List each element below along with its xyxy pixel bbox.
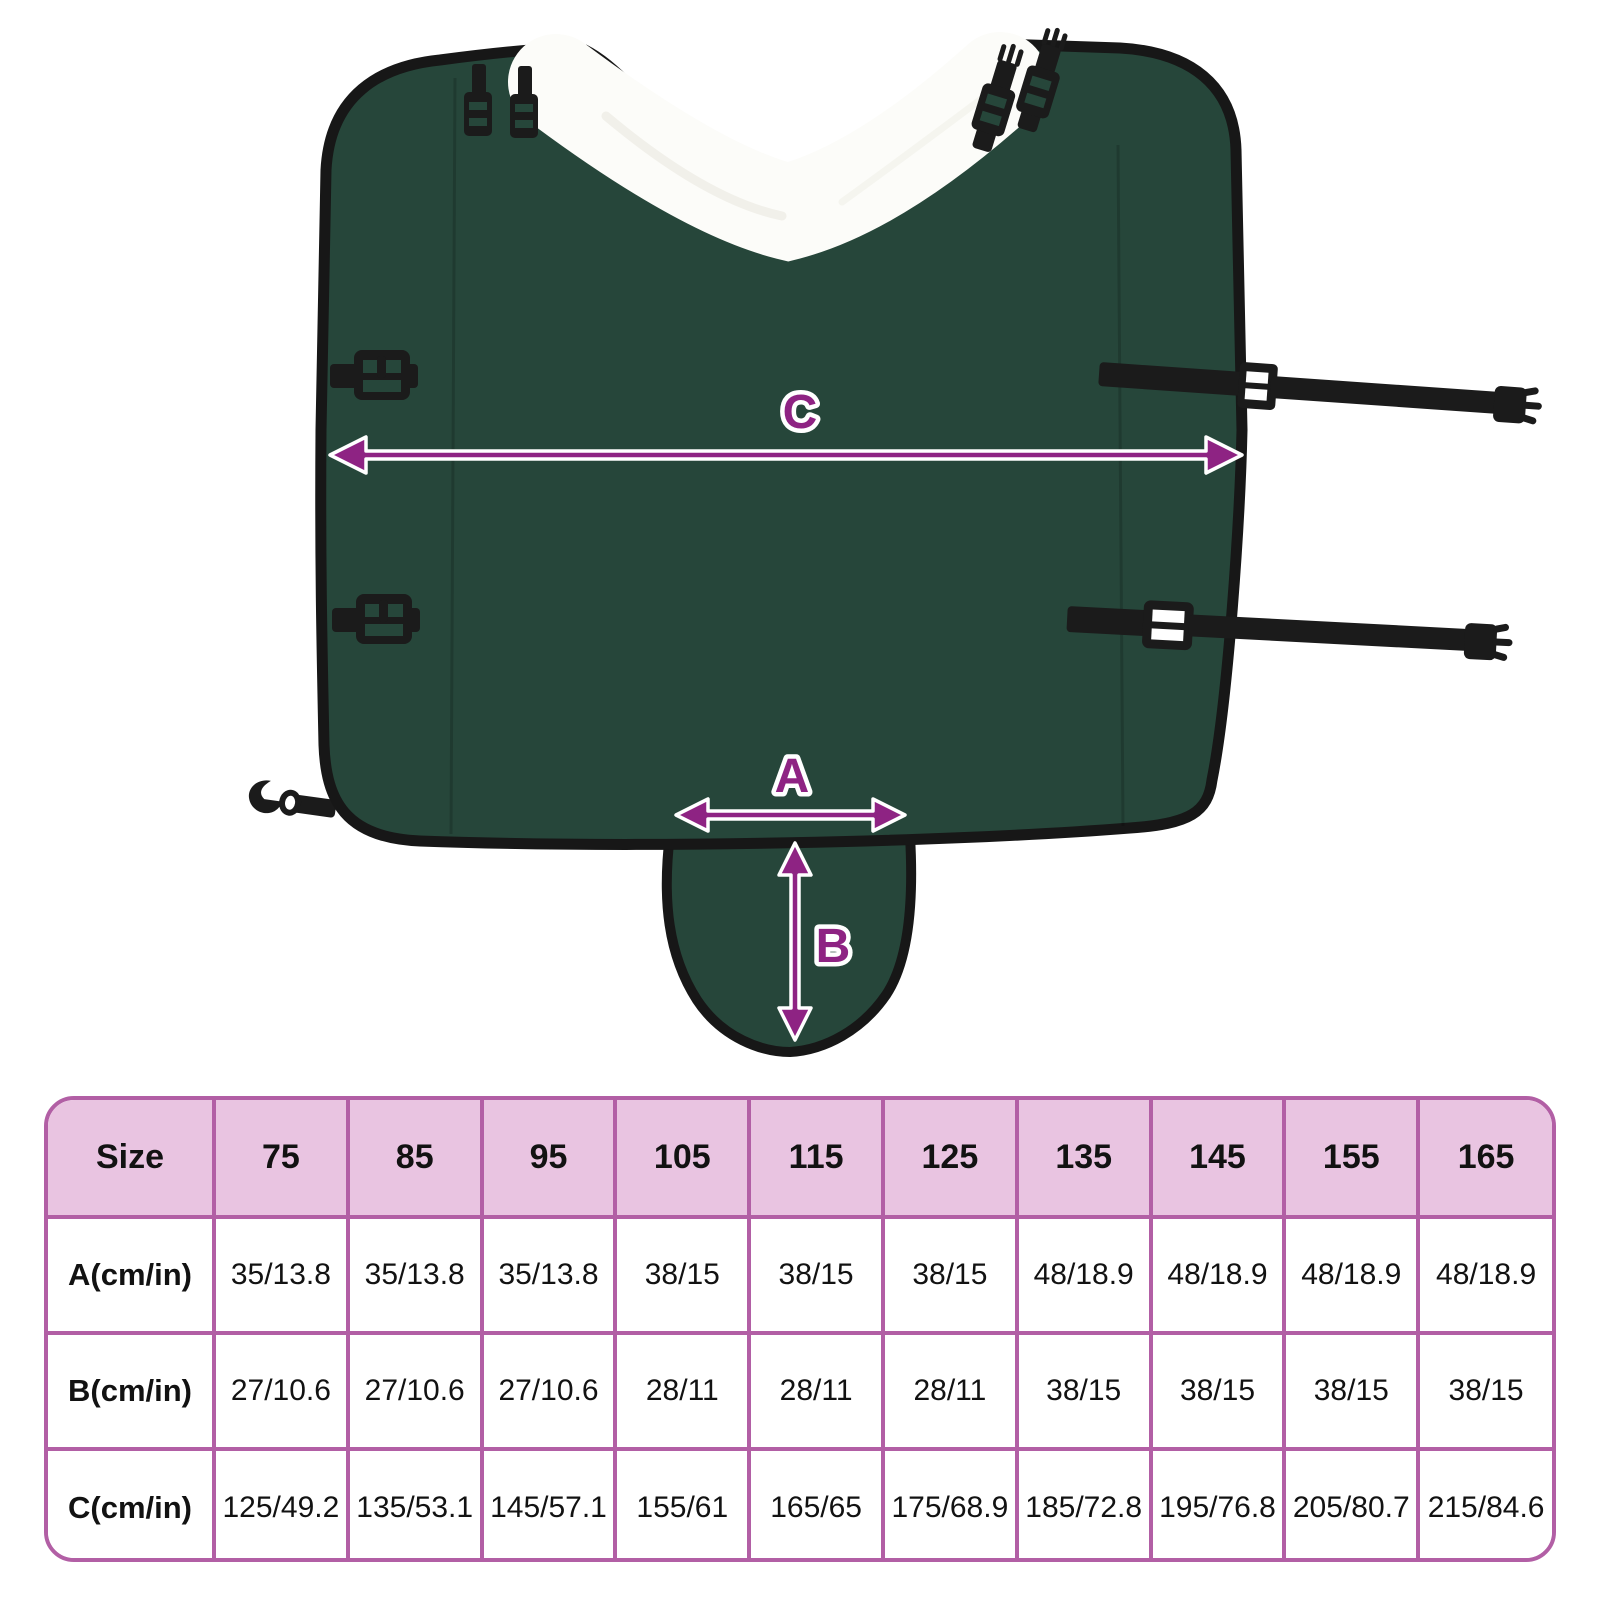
row-label-c: C(cm/in) <box>48 1447 216 1558</box>
table-row-b: B(cm/in) 27/10.6 27/10.6 27/10.6 28/11 2… <box>48 1331 1552 1451</box>
value-cell: 27/10.6 <box>345 1331 484 1451</box>
horse-rug-illustration: C A B <box>248 27 1542 1057</box>
row-label-b: B(cm/in) <box>48 1331 216 1451</box>
value-cell: 195/76.8 <box>1148 1447 1287 1558</box>
collar-clip-buckle-left-2 <box>510 66 538 138</box>
value-cell: 35/13.8 <box>479 1215 618 1335</box>
value-cell: 48/18.9 <box>1148 1215 1287 1335</box>
header-cell: 75 <box>212 1100 350 1219</box>
value-cell: 135/53.1 <box>345 1447 484 1558</box>
value-cell: 35/13.8 <box>345 1215 484 1335</box>
row-label-a: A(cm/in) <box>48 1215 216 1335</box>
value-cell: 38/15 <box>1014 1331 1153 1451</box>
header-cell: 125 <box>880 1100 1019 1219</box>
fleece-collar <box>508 32 1048 262</box>
header-cell-size: Size <box>48 1100 216 1219</box>
dim-arrow-b <box>777 841 813 1042</box>
dim-arrow-a <box>674 797 907 833</box>
value-cell: 205/80.7 <box>1282 1447 1421 1558</box>
header-cell: 165 <box>1416 1100 1552 1219</box>
value-cell: 155/61 <box>613 1447 752 1558</box>
header-cell: 155 <box>1282 1100 1421 1219</box>
value-cell: 48/18.9 <box>1282 1215 1421 1335</box>
value-cell: 38/15 <box>880 1215 1019 1335</box>
value-cell: 38/15 <box>1148 1331 1287 1451</box>
value-cell: 48/18.9 <box>1014 1215 1153 1335</box>
value-cell: 27/10.6 <box>479 1331 618 1451</box>
dim-arrow-c <box>328 435 1244 475</box>
value-cell: 48/18.9 <box>1416 1215 1552 1335</box>
dim-label-a: A <box>775 750 810 803</box>
snap-hook-icon <box>248 780 283 813</box>
value-cell: 38/15 <box>613 1215 752 1335</box>
header-cell: 145 <box>1148 1100 1287 1219</box>
value-cell: 28/11 <box>880 1331 1019 1451</box>
value-cell: 185/72.8 <box>1014 1447 1153 1558</box>
side-buckle-left-top <box>330 350 418 400</box>
value-cell: 27/10.6 <box>212 1331 350 1451</box>
value-cell: 165/65 <box>747 1447 885 1558</box>
collar-clip-buckle-left-1 <box>464 64 492 136</box>
value-cell: 175/68.9 <box>880 1447 1019 1558</box>
table-row-c: C(cm/in) 125/49.2 135/53.1 145/57.1 155/… <box>48 1447 1552 1558</box>
value-cell: 35/13.8 <box>212 1215 350 1335</box>
header-cell: 95 <box>479 1100 618 1219</box>
value-cell: 38/15 <box>747 1215 885 1335</box>
surcingle-strap-right-top <box>1098 362 1542 425</box>
collar-strap-buckle-right-1 <box>971 43 1024 152</box>
value-cell: 145/57.1 <box>479 1447 618 1558</box>
value-cell: 38/15 <box>1416 1331 1552 1451</box>
table-row-a: A(cm/in) 35/13.8 35/13.8 35/13.8 38/15 3… <box>48 1215 1552 1335</box>
surcingle-strap-right-bottom <box>1066 600 1513 661</box>
dim-label-b: B <box>816 920 851 973</box>
header-cell: 115 <box>747 1100 885 1219</box>
value-cell: 38/15 <box>1282 1331 1421 1451</box>
dim-label-c: C <box>783 386 818 439</box>
side-buckle-left-bottom <box>332 594 420 644</box>
snap-hook-strap <box>248 780 337 818</box>
value-cell: 215/84.6 <box>1416 1447 1552 1558</box>
value-cell: 125/49.2 <box>212 1447 350 1558</box>
chest-flap <box>661 829 917 1057</box>
header-cell: 105 <box>613 1100 752 1219</box>
header-cell: 135 <box>1014 1100 1153 1219</box>
collar-strap-buckle-right-2 <box>1016 27 1068 133</box>
size-table-header-row: Size 75 85 95 105 115 125 135 145 155 16… <box>48 1100 1552 1219</box>
value-cell: 28/11 <box>613 1331 752 1451</box>
seam-line-right <box>1116 144 1125 827</box>
value-cell: 28/11 <box>747 1331 885 1451</box>
size-table: Size 75 85 95 105 115 125 135 145 155 16… <box>44 1096 1556 1562</box>
header-cell: 85 <box>345 1100 484 1219</box>
